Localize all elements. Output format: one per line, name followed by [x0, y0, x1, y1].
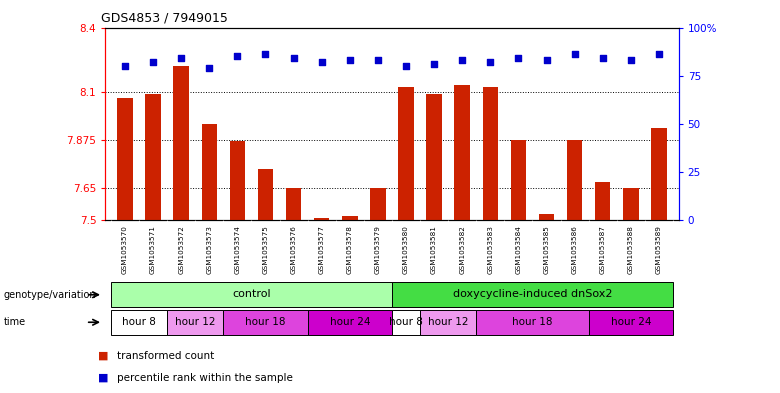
- Text: GDS4853 / 7949015: GDS4853 / 7949015: [101, 12, 229, 25]
- Point: [428, 61, 441, 67]
- Bar: [651, 128, 667, 220]
- Point: [119, 63, 131, 69]
- Text: GSM1053583: GSM1053583: [488, 225, 493, 274]
- Text: GSM1053589: GSM1053589: [656, 225, 662, 274]
- Point: [371, 57, 384, 63]
- Bar: [420, 310, 477, 334]
- Bar: [145, 94, 161, 220]
- Bar: [201, 124, 217, 220]
- Text: GSM1053577: GSM1053577: [319, 225, 324, 274]
- Text: hour 8: hour 8: [389, 317, 423, 327]
- Bar: [167, 310, 223, 334]
- Bar: [392, 310, 420, 334]
- Point: [231, 53, 243, 59]
- Point: [456, 57, 469, 63]
- Text: GSM1053584: GSM1053584: [516, 225, 521, 274]
- Text: GSM1053574: GSM1053574: [234, 225, 240, 274]
- Bar: [307, 310, 392, 334]
- Text: transformed count: transformed count: [117, 351, 215, 361]
- Bar: [342, 216, 357, 220]
- Point: [400, 63, 413, 69]
- Bar: [111, 282, 392, 307]
- Text: ■: ■: [98, 373, 108, 383]
- Bar: [427, 94, 441, 220]
- Point: [625, 57, 637, 63]
- Bar: [392, 282, 673, 307]
- Text: percentile rank within the sample: percentile rank within the sample: [117, 373, 292, 383]
- Text: GSM1053575: GSM1053575: [263, 225, 268, 274]
- Bar: [595, 182, 611, 220]
- Bar: [229, 141, 245, 220]
- Point: [484, 59, 497, 65]
- Text: hour 18: hour 18: [245, 317, 285, 327]
- Bar: [589, 310, 673, 334]
- Text: GSM1053580: GSM1053580: [403, 225, 409, 274]
- Bar: [483, 87, 498, 220]
- Text: hour 24: hour 24: [611, 317, 651, 327]
- Bar: [257, 169, 273, 220]
- Point: [541, 57, 553, 63]
- Bar: [567, 140, 583, 220]
- Text: genotype/variation: genotype/variation: [4, 290, 97, 300]
- Text: GSM1053572: GSM1053572: [178, 225, 184, 274]
- Point: [147, 59, 159, 65]
- Point: [597, 55, 609, 61]
- Bar: [285, 188, 301, 220]
- Point: [315, 59, 328, 65]
- Bar: [370, 188, 385, 220]
- Text: control: control: [232, 289, 271, 299]
- Bar: [455, 85, 470, 220]
- Bar: [223, 310, 307, 334]
- Point: [343, 57, 356, 63]
- Text: doxycycline-induced dnSox2: doxycycline-induced dnSox2: [452, 289, 612, 299]
- Point: [287, 55, 300, 61]
- Text: GSM1053576: GSM1053576: [291, 225, 296, 274]
- Bar: [511, 140, 526, 220]
- Text: time: time: [4, 317, 26, 327]
- Text: hour 8: hour 8: [122, 317, 156, 327]
- Text: hour 18: hour 18: [512, 317, 553, 327]
- Text: GSM1053571: GSM1053571: [150, 225, 156, 274]
- Bar: [623, 188, 639, 220]
- Text: ■: ■: [98, 351, 108, 361]
- Text: GSM1053570: GSM1053570: [122, 225, 128, 274]
- Point: [203, 65, 215, 71]
- Point: [653, 51, 665, 58]
- Point: [259, 51, 271, 58]
- Text: GSM1053578: GSM1053578: [347, 225, 353, 274]
- Text: GSM1053588: GSM1053588: [628, 225, 634, 274]
- Bar: [173, 66, 189, 220]
- Text: GSM1053582: GSM1053582: [459, 225, 465, 274]
- Point: [569, 51, 581, 58]
- Text: hour 12: hour 12: [175, 317, 215, 327]
- Bar: [399, 87, 413, 220]
- Bar: [539, 214, 555, 220]
- Text: hour 24: hour 24: [329, 317, 370, 327]
- Bar: [477, 310, 589, 334]
- Text: GSM1053587: GSM1053587: [600, 225, 606, 274]
- Bar: [111, 310, 167, 334]
- Text: GSM1053579: GSM1053579: [375, 225, 381, 274]
- Text: hour 12: hour 12: [428, 317, 469, 327]
- Text: GSM1053581: GSM1053581: [431, 225, 437, 274]
- Bar: [117, 98, 133, 220]
- Text: GSM1053586: GSM1053586: [572, 225, 578, 274]
- Text: GSM1053585: GSM1053585: [544, 225, 550, 274]
- Point: [175, 55, 187, 61]
- Bar: [314, 218, 329, 220]
- Text: GSM1053573: GSM1053573: [206, 225, 212, 274]
- Point: [512, 55, 525, 61]
